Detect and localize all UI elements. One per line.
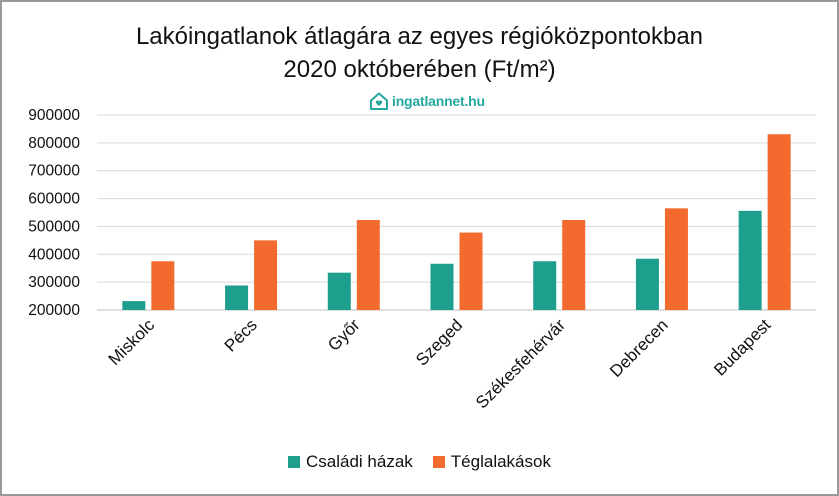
bars: [122, 134, 791, 310]
bar-csaladi-hazak: [225, 285, 249, 310]
bar-teglalakasok: [459, 232, 483, 310]
chart-title: Lakóingatlanok átlagára az egyes régiókö…: [0, 20, 839, 86]
x-category-label: Pécs: [221, 315, 261, 355]
legend-label: Téglalakások: [450, 452, 551, 471]
y-tick-label: 600000: [28, 191, 80, 208]
y-tick-label: 900000: [28, 107, 80, 124]
x-category-label: Szeged: [412, 315, 466, 369]
x-category-label: Budapest: [710, 315, 774, 379]
bar-teglalakasok: [356, 220, 380, 310]
bar-teglalakasok: [664, 208, 688, 310]
y-tick-label: 200000: [28, 302, 80, 319]
legend-label: Családi házak: [306, 452, 413, 471]
y-tick-label: 300000: [28, 274, 80, 291]
house-heart-icon: [370, 92, 388, 110]
bar-csaladi-hazak: [635, 258, 659, 310]
bar-csaladi-hazak: [430, 263, 454, 310]
x-category-label: Miskolc: [105, 315, 159, 369]
legend-swatch: [432, 456, 445, 468]
x-axis-category-labels: Miskolc Pécs Győr Szeged Székesfehérvár Debre…: [105, 315, 775, 412]
y-tick-label: 800000: [28, 135, 80, 152]
y-tick-label: 700000: [28, 163, 80, 180]
bar-csaladi-hazak: [327, 272, 351, 310]
gridlines: [97, 114, 816, 311]
brand-text: ingatlannet.hu: [392, 93, 485, 109]
legend-swatch: [288, 456, 301, 468]
legend: Családi házak Téglalakások: [0, 452, 839, 472]
y-tick-label: 500000: [28, 218, 80, 235]
bar-teglalakasok: [562, 220, 586, 310]
bar-csaladi-hazak: [122, 301, 146, 310]
legend-item: Téglalakások: [432, 452, 551, 472]
bar-teglalakasok: [254, 240, 278, 310]
bar-csaladi-hazak: [533, 261, 557, 310]
chart-title-line-2: 2020 októberében (Ft/m²): [283, 56, 556, 83]
bar-teglalakasok: [767, 134, 791, 310]
x-category-label: Debrecen: [606, 315, 672, 381]
y-tick-label: 400000: [28, 246, 80, 263]
bar-csaladi-hazak: [738, 210, 762, 310]
x-category-label: Győr: [324, 315, 364, 355]
bar-teglalakasok: [151, 261, 175, 310]
legend-item: Családi házak: [288, 452, 413, 472]
brand-watermark: ingatlannet.hu: [369, 90, 485, 112]
chart-title-line-1: Lakóingatlanok átlagára az egyes régiókö…: [135, 23, 704, 50]
x-category-label: Székesfehérvár: [472, 315, 569, 412]
y-axis-tick-labels: 200000 300000 400000 500000 600000 700000 8000…: [28, 107, 80, 319]
